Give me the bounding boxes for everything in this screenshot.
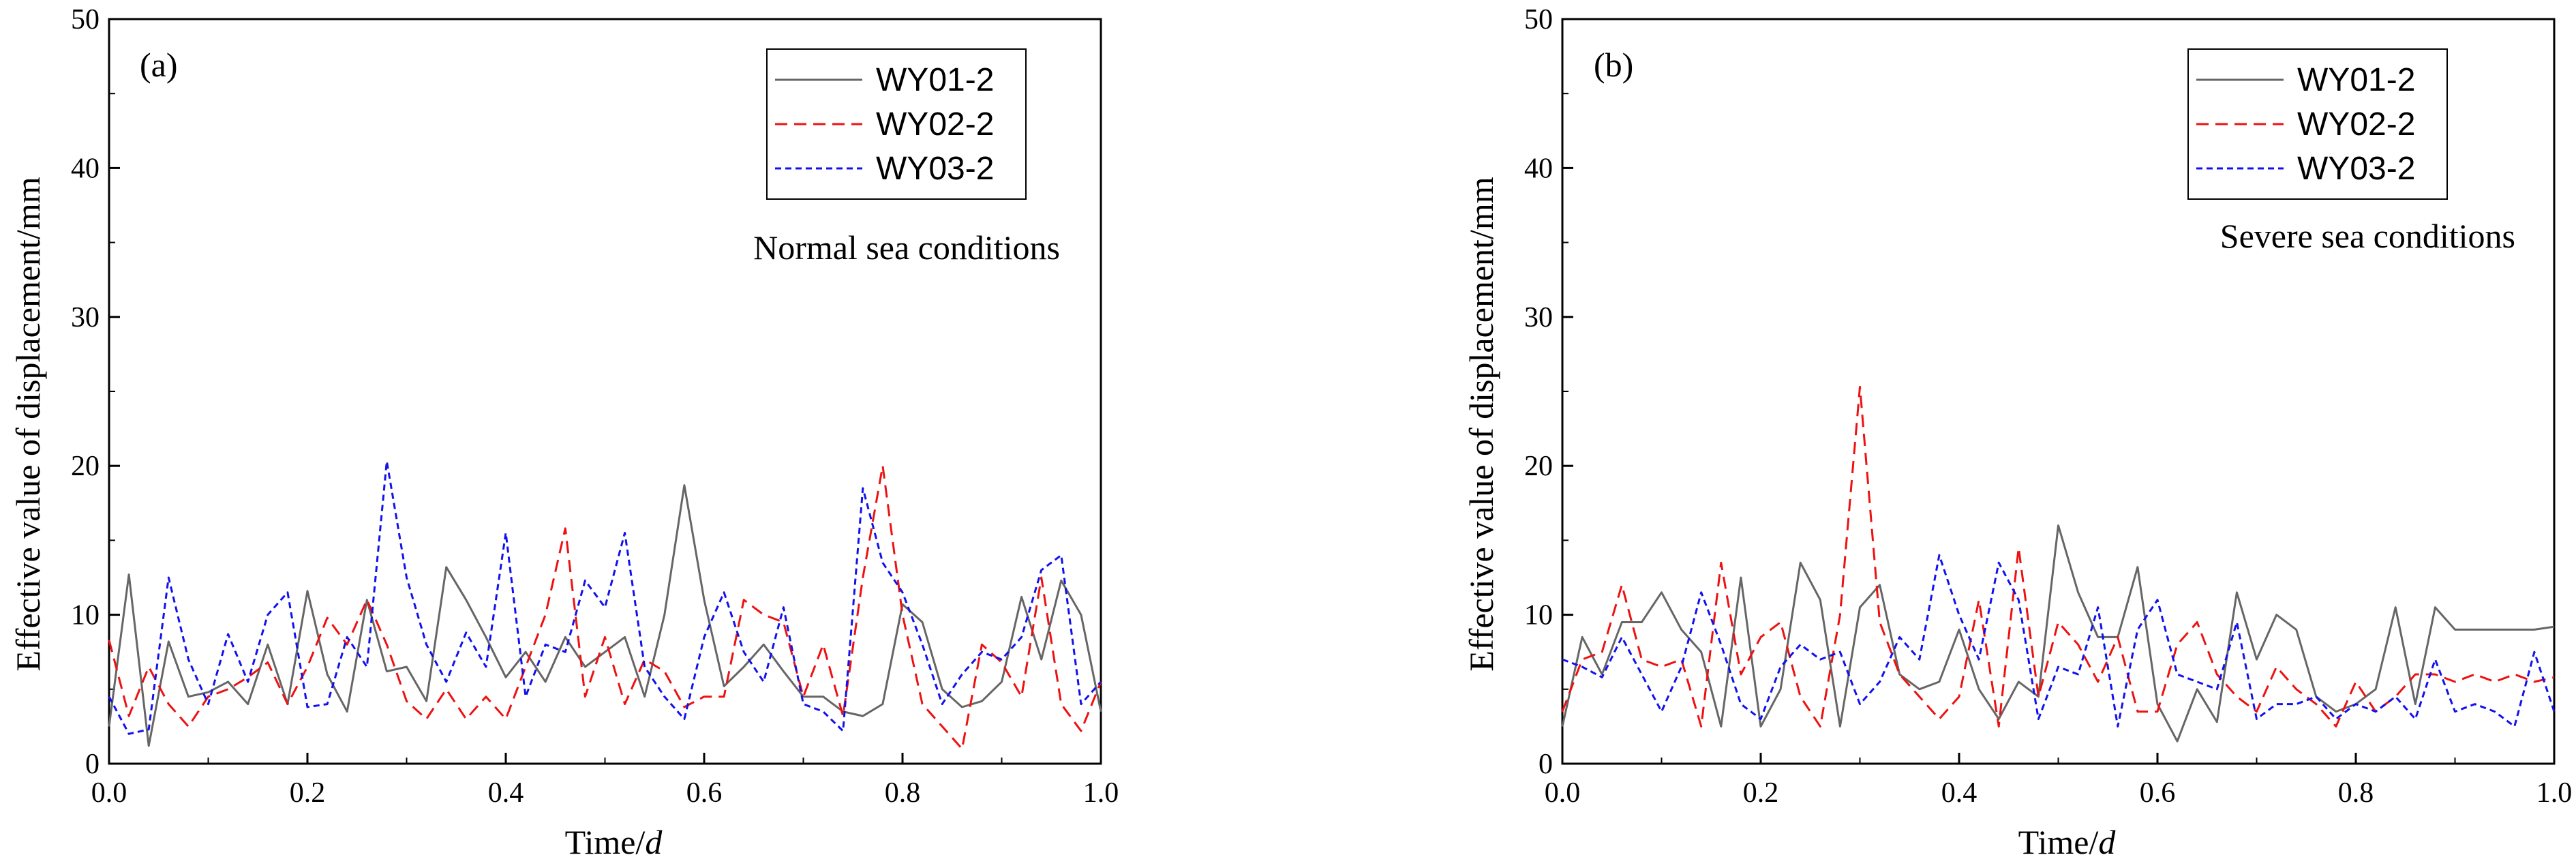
series-line-wy02-2 bbox=[108, 464, 1102, 750]
y-tick-label: 50 bbox=[71, 4, 100, 35]
panel-label: (a) bbox=[140, 46, 178, 84]
x-tick-label: 1.0 bbox=[1083, 777, 1119, 809]
y-tick-label: 40 bbox=[71, 153, 100, 184]
legend-label: WY02-2 bbox=[876, 106, 994, 143]
sea-condition-annotation: Severe sea conditions bbox=[2220, 217, 2515, 255]
x-axis-label: Time/d bbox=[2018, 823, 2117, 861]
legend-box bbox=[766, 48, 1027, 200]
x-tick-label: 0.4 bbox=[1941, 777, 1978, 809]
legend: WY01-2 WY02-2 WY03-2 bbox=[2187, 48, 2448, 200]
series-line-wy03-2 bbox=[1562, 554, 2556, 728]
legend-box bbox=[2187, 48, 2448, 200]
x-tick-label: 0.2 bbox=[1743, 777, 1779, 809]
legend-label: WY01-2 bbox=[2297, 62, 2415, 98]
y-tick-label: 10 bbox=[71, 600, 100, 631]
x-tick-label: 0.6 bbox=[686, 777, 723, 809]
panel-label: (b) bbox=[1594, 46, 1633, 84]
x-tick-label: 0.0 bbox=[91, 777, 127, 809]
legend-label: WY02-2 bbox=[2297, 106, 2415, 143]
series-line-wy01-2 bbox=[108, 484, 1102, 747]
chart-panel-a: 0.0 0.2 0.4 0.6 0.8 1.0 0 10 20 30 40 50 (a) Normal… bbox=[9, 4, 1119, 861]
y-tick-label: 30 bbox=[71, 302, 100, 333]
x-tick-label: 0.2 bbox=[290, 777, 326, 809]
x-axis-label: Time/d bbox=[565, 823, 663, 861]
series-line-wy03-2 bbox=[108, 460, 1102, 735]
legend-label: WY03-2 bbox=[876, 151, 994, 187]
y-tick-label: 30 bbox=[1524, 302, 1553, 333]
y-axis-label: Effective value of displacement/mm bbox=[9, 177, 47, 671]
y-tick-label: 40 bbox=[1524, 153, 1553, 184]
y-tick-label: 0 bbox=[1539, 749, 1553, 780]
x-tick-label: 0.0 bbox=[1545, 777, 1581, 809]
series-line-wy02-2 bbox=[1561, 385, 2555, 728]
x-tick-label: 0.8 bbox=[2338, 777, 2374, 809]
y-tick-label: 20 bbox=[71, 451, 100, 482]
legend-label: WY03-2 bbox=[2297, 151, 2415, 187]
legend: WY01-2 WY02-2 WY03-2 bbox=[766, 48, 1027, 200]
sea-condition-annotation: Normal sea conditions bbox=[753, 228, 1060, 267]
y-tick-label: 0 bbox=[85, 749, 100, 780]
y-tick-label: 20 bbox=[1524, 451, 1553, 482]
x-tick-label: 0.8 bbox=[885, 777, 921, 809]
series-line-wy01-2 bbox=[1561, 524, 2555, 743]
chart-panel-b: 0.0 0.2 0.4 0.6 0.8 1.0 0 10 20 30 40 50 (b) Severe… bbox=[1462, 4, 2572, 861]
y-tick-label: 50 bbox=[1524, 4, 1553, 35]
x-tick-label: 1.0 bbox=[2536, 777, 2573, 809]
x-tick-label: 0.6 bbox=[2140, 777, 2176, 809]
y-tick-label: 10 bbox=[1524, 600, 1553, 631]
y-axis-label: Effective value of displacement/mm bbox=[1462, 177, 1500, 671]
legend-label: WY01-2 bbox=[876, 62, 994, 98]
x-tick-label: 0.4 bbox=[488, 777, 524, 809]
